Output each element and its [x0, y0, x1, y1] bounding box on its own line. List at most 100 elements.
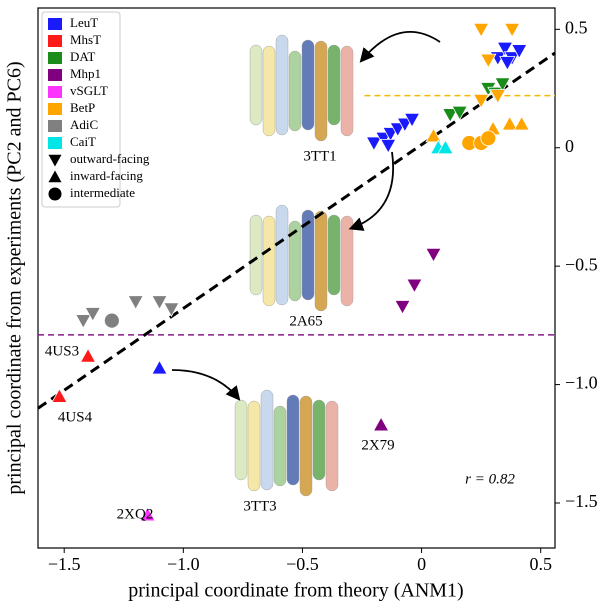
marker — [48, 154, 62, 167]
plot-frame — [37, 7, 556, 549]
x-tick-label: −1.0 — [167, 554, 200, 574]
y-tick-label: −1.0 — [565, 373, 598, 393]
arrow — [171, 369, 241, 401]
helix — [314, 210, 328, 312]
data-point — [394, 300, 411, 315]
y-tick-label: 0 — [565, 136, 574, 156]
arrow — [359, 31, 441, 63]
data-point — [103, 312, 120, 329]
helix — [262, 215, 276, 307]
helix — [327, 214, 341, 296]
legend-label: vSGLT — [70, 83, 108, 98]
legend-swatch — [48, 52, 62, 64]
x-axis-label: principal coordinate from theory (ANM1) — [128, 580, 463, 602]
annotation: 4US4 — [58, 409, 93, 425]
marker — [48, 187, 62, 201]
legend-label: AdiC — [70, 117, 98, 132]
legend-swatch — [48, 69, 62, 81]
annotation: r = 0.82 — [465, 471, 515, 487]
data-point — [503, 22, 521, 38]
x-tick-label: −1.5 — [48, 554, 81, 574]
y-axis-label: principal coordinate from experiments (P… — [4, 61, 26, 494]
helix — [312, 399, 326, 481]
helix — [286, 394, 300, 486]
marker — [48, 170, 62, 183]
legend-label: inward-facing — [70, 168, 143, 183]
data-point — [127, 295, 144, 311]
data-point — [380, 138, 397, 154]
helix — [249, 44, 263, 126]
legend-swatch — [48, 18, 62, 30]
data-point — [494, 77, 511, 93]
data-point — [84, 307, 101, 322]
helix — [314, 40, 328, 142]
data-point — [437, 139, 454, 155]
fit-line — [37, 51, 556, 410]
helix — [234, 399, 248, 481]
legend-label: BetP — [70, 100, 95, 115]
data-point — [151, 359, 168, 375]
legend-swatch — [48, 35, 62, 47]
helix — [327, 44, 341, 126]
data-point — [425, 127, 442, 143]
annotation: 3TT1 — [303, 148, 336, 164]
data-point — [163, 302, 180, 318]
legend-label: CaiT — [70, 134, 96, 149]
helix — [340, 45, 354, 137]
y-tick-label: 0.5 — [565, 17, 588, 37]
data-point — [403, 112, 421, 128]
legend-label: MhsT — [70, 32, 101, 47]
protein-illustration — [234, 389, 339, 497]
data-point — [511, 44, 528, 59]
helix — [288, 50, 302, 132]
legend-label: intermediate — [70, 185, 135, 200]
helix — [262, 45, 276, 137]
arrow — [348, 151, 394, 231]
data-point — [441, 108, 459, 123]
protein-illustration — [249, 204, 354, 312]
helix — [260, 389, 274, 491]
data-point — [501, 115, 518, 131]
legend-label: outward-facing — [70, 151, 150, 166]
data-point — [79, 347, 97, 363]
legend: LeuT MhsT DAT Mhp1 vSGLT BetP AdiC CaiT outward-… — [41, 11, 150, 208]
data-point — [472, 22, 490, 38]
helix — [275, 204, 289, 306]
data-point — [480, 53, 497, 69]
legend-swatch — [48, 103, 62, 115]
helix — [301, 209, 315, 301]
legend-label: Mhp1 — [70, 66, 101, 81]
y-tick-label: −1.5 — [565, 491, 598, 511]
x-tick-label: 0 — [417, 554, 426, 574]
legend-swatch — [48, 137, 62, 149]
legend-swatch — [48, 86, 62, 98]
data-point — [480, 130, 497, 147]
data-point — [51, 388, 68, 403]
helix — [275, 34, 289, 136]
x-tick-label: −0.5 — [286, 554, 319, 574]
helix — [301, 39, 315, 131]
helix — [288, 220, 302, 302]
data-point — [513, 115, 530, 131]
helix — [340, 215, 354, 307]
data-point — [372, 416, 390, 432]
data-point — [451, 105, 468, 121]
annotation: 3TT3 — [243, 498, 276, 514]
annotation: 2XQ2 — [117, 506, 154, 522]
data-point — [75, 314, 92, 329]
annotation: 4US3 — [45, 343, 79, 359]
data-point — [365, 136, 383, 152]
helix — [247, 400, 261, 492]
protein-illustration — [249, 34, 354, 142]
annotation: 2X79 — [361, 437, 394, 453]
y-tick-label: −0.5 — [565, 254, 598, 274]
data-point — [489, 89, 506, 104]
data-point — [472, 93, 490, 109]
data-point — [425, 247, 442, 263]
data-point — [499, 56, 516, 71]
helix — [299, 395, 313, 497]
legend-label: DAT — [70, 49, 95, 64]
x-tick-label: 0.5 — [529, 554, 552, 574]
data-point — [139, 506, 156, 522]
